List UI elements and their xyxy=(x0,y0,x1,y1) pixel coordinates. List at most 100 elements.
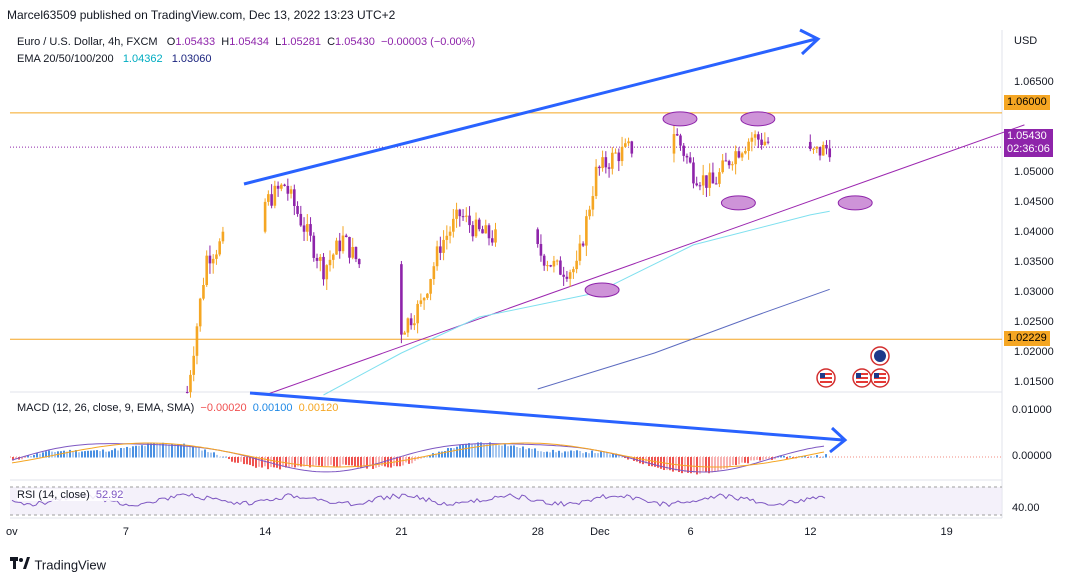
candle xyxy=(542,253,546,271)
candle-body xyxy=(766,141,770,143)
macd-histogram-bar xyxy=(252,457,254,467)
macd-histogram-bar xyxy=(408,457,410,464)
macd-histogram-bar xyxy=(549,452,551,458)
us-flag-icon[interactable] xyxy=(816,368,836,388)
macd-histogram-bar xyxy=(426,456,428,458)
us-flag-icon[interactable] xyxy=(852,368,872,388)
macd-histogram-bar xyxy=(144,445,146,458)
candle xyxy=(286,178,290,201)
candle-body xyxy=(354,246,358,260)
macd-histogram-bar xyxy=(702,457,704,472)
candle-body xyxy=(559,260,562,275)
event-flag-icon[interactable] xyxy=(870,346,890,366)
ohlc-h-label: H xyxy=(221,36,230,48)
candle xyxy=(812,147,815,154)
candle xyxy=(189,370,192,398)
macd-histogram-bar xyxy=(540,451,542,458)
candle xyxy=(828,139,832,162)
candle-body xyxy=(675,134,679,136)
macd-histogram-bar xyxy=(450,448,452,458)
candle xyxy=(559,256,562,276)
candle xyxy=(331,253,335,269)
candle-body xyxy=(581,243,585,246)
candle-body xyxy=(818,146,822,156)
candle-body xyxy=(692,162,695,184)
macd-histogram-bar xyxy=(582,453,584,458)
candle xyxy=(724,152,728,162)
macd-histogram-bar xyxy=(807,457,809,458)
candle-body xyxy=(331,254,335,260)
candle-body xyxy=(604,157,608,168)
candle-body xyxy=(672,134,676,154)
macd-histogram-bar xyxy=(510,445,512,458)
macd-histogram-bar xyxy=(324,457,326,467)
candle xyxy=(468,206,471,233)
macd-histogram-bar xyxy=(453,448,455,458)
candle xyxy=(740,151,744,162)
macd-histogram-bar xyxy=(102,449,104,458)
macd-histogram-bar xyxy=(153,443,155,458)
macd-histogram-bar xyxy=(600,451,602,458)
macd-histogram-bar xyxy=(504,444,506,458)
channel-trendline xyxy=(264,124,1025,396)
macd-tick-top: 0.01000 xyxy=(1012,404,1052,416)
macd-histogram-bar xyxy=(174,444,176,458)
macd-histogram-bar xyxy=(555,452,557,458)
rsi-band xyxy=(10,487,1002,515)
macd-histogram-bar xyxy=(456,446,458,458)
candle-body xyxy=(760,139,763,145)
candle-body xyxy=(413,323,416,326)
candle xyxy=(617,148,621,172)
candle xyxy=(698,182,702,191)
macd-histogram-bar xyxy=(810,456,812,458)
candle xyxy=(452,208,455,238)
macd-histogram-bar xyxy=(204,449,206,458)
candle xyxy=(416,300,419,334)
candle xyxy=(708,163,711,196)
candle xyxy=(208,245,212,274)
candle-body xyxy=(718,172,721,184)
last-price: 1.05430 xyxy=(1007,130,1047,142)
publish-line: Marcel63509 published on TradingView.com… xyxy=(7,8,396,22)
macd-histogram-bar xyxy=(285,457,287,468)
us-flag-icon[interactable] xyxy=(870,368,890,388)
candle xyxy=(426,292,429,300)
macd-histogram-bar xyxy=(42,452,44,458)
footer-logo[interactable]: TradingView xyxy=(10,556,106,574)
macd-histogram-bar xyxy=(192,446,194,458)
macd-histogram-bar xyxy=(195,446,197,458)
candle-body xyxy=(565,276,569,279)
candle-body xyxy=(598,166,601,169)
candle-body xyxy=(721,160,724,173)
candle-body xyxy=(568,272,572,279)
candle-body xyxy=(734,151,737,165)
macd-histogram-bar xyxy=(570,450,572,458)
candle-body xyxy=(688,157,692,163)
macd-histogram-bar xyxy=(258,457,260,467)
candle xyxy=(338,232,342,259)
candle xyxy=(419,293,423,307)
macd-histogram xyxy=(12,442,827,475)
candle xyxy=(555,259,559,266)
candle-body xyxy=(753,134,757,138)
candle-body xyxy=(273,185,277,206)
footer-brand: TradingView xyxy=(34,557,106,573)
macd-histogram-bar xyxy=(318,457,320,466)
macd-histogram-bar xyxy=(825,454,827,458)
macd-histogram-bar xyxy=(366,457,368,469)
candle-body xyxy=(338,240,342,252)
candle-body xyxy=(630,141,634,154)
candle-body xyxy=(419,300,423,304)
candle-body xyxy=(406,318,410,333)
candle-body xyxy=(403,332,406,335)
candle-body xyxy=(299,213,303,226)
macd-histogram-bar xyxy=(522,446,524,458)
ohlc-close: 1.05430 xyxy=(335,36,375,48)
candle xyxy=(565,270,569,282)
level-tag-upper: 1.06000 xyxy=(1004,95,1050,110)
candle-body xyxy=(198,298,202,327)
candle-body xyxy=(614,152,617,154)
time-tick-label: 19 xyxy=(940,526,953,538)
macd-legend: MACD (12, 26, close, 9, EMA, SMA) −0.000… xyxy=(17,402,338,414)
macd-histogram-bar xyxy=(687,457,689,473)
